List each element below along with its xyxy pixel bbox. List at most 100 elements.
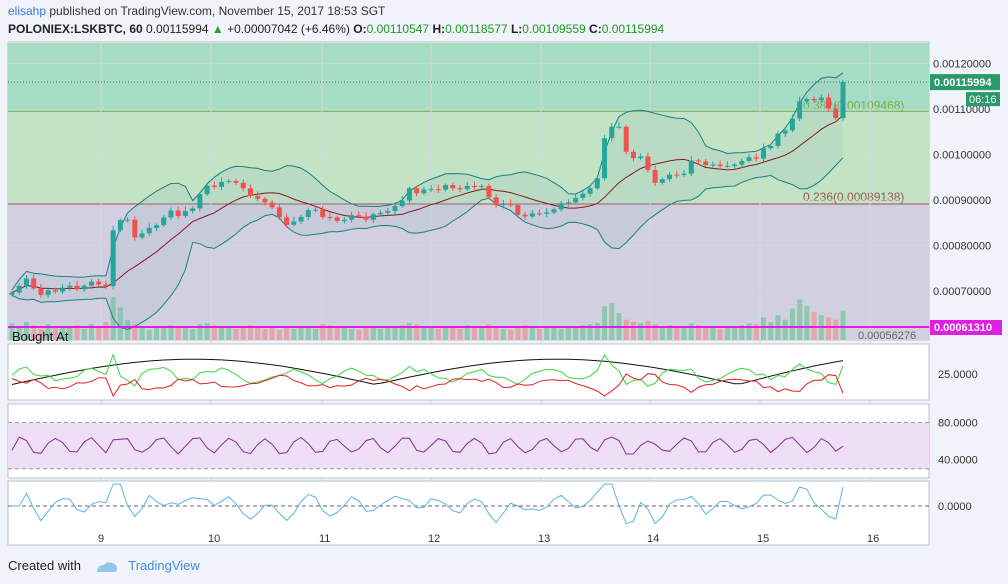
y-tick-label: 0.00120000 xyxy=(933,58,991,70)
volume-bar xyxy=(522,325,528,340)
candle-body xyxy=(450,185,456,189)
volume-bar xyxy=(23,322,29,340)
candle-body xyxy=(710,164,716,166)
candle-body xyxy=(421,189,427,194)
partial-price-label: 0.00056276 xyxy=(858,330,916,342)
volume-bar xyxy=(262,328,268,340)
minus-di-line xyxy=(11,373,844,398)
candle-body xyxy=(175,210,181,217)
volume-bar xyxy=(450,327,456,340)
volume-bar xyxy=(652,324,658,340)
candle-body xyxy=(688,160,694,174)
volume-bar xyxy=(746,323,752,340)
volume-bar xyxy=(74,325,80,340)
candle-body xyxy=(392,206,398,212)
y-tick-label: 0.00100000 xyxy=(933,150,991,162)
volume-bar xyxy=(724,326,730,340)
candle-body xyxy=(233,180,239,183)
candle-body xyxy=(284,217,290,225)
candle-body xyxy=(110,230,116,287)
open-label: O: xyxy=(353,22,367,36)
volume-bar xyxy=(428,327,434,340)
bought-at-tag xyxy=(930,320,1002,335)
candle-body xyxy=(182,211,188,217)
volume-bar xyxy=(154,327,160,340)
candle-body xyxy=(341,219,347,222)
author-link[interactable]: elisahp xyxy=(8,4,47,18)
candle-body xyxy=(761,148,767,159)
low-value: 0.00109559 xyxy=(522,22,586,36)
volume-bar xyxy=(363,327,369,340)
volume-bar xyxy=(753,324,759,340)
dmi-pane xyxy=(7,343,930,401)
x-tick-label: 15 xyxy=(757,533,769,545)
candle-body xyxy=(833,108,839,119)
candle-body xyxy=(703,161,709,166)
volume-bar xyxy=(797,299,803,340)
low-label: L: xyxy=(510,22,523,36)
volume-bar xyxy=(211,325,217,340)
candle-body xyxy=(537,213,543,215)
candle-body xyxy=(349,215,355,220)
candle-body xyxy=(31,278,37,289)
volume-bar xyxy=(580,325,586,340)
tradingview-brand[interactable]: TradingView xyxy=(128,558,200,573)
volume-bar xyxy=(826,317,832,340)
candle-body xyxy=(52,290,58,292)
candle-body xyxy=(695,160,701,162)
volume-bar xyxy=(38,328,44,340)
volume-bar xyxy=(435,328,441,340)
candle-body xyxy=(312,209,318,211)
volume-bar xyxy=(464,325,470,340)
candle-body xyxy=(486,185,492,198)
candle-body xyxy=(565,202,571,204)
candle-body xyxy=(190,208,196,212)
candle-body xyxy=(457,188,463,190)
candle-body xyxy=(262,198,268,203)
candle-body xyxy=(9,292,15,295)
volume-bar xyxy=(565,327,571,340)
volume-bar xyxy=(233,328,239,340)
volume-bar xyxy=(674,327,680,340)
volume-bar xyxy=(457,328,463,340)
candle-body xyxy=(493,197,499,206)
volume-bar xyxy=(226,327,232,340)
volume-bar xyxy=(840,310,846,340)
last-price-tag xyxy=(930,74,1000,91)
volume-bar xyxy=(717,328,723,340)
volume-bar xyxy=(406,323,412,340)
volume-bar xyxy=(515,327,521,340)
candle-body xyxy=(840,82,846,119)
footer: Created with TradingView xyxy=(8,558,200,574)
candle-body xyxy=(363,216,369,220)
volume-bar xyxy=(833,319,839,340)
candle-body xyxy=(674,174,680,176)
candle-body xyxy=(717,164,723,166)
volume-bar xyxy=(638,323,644,340)
volume-bar xyxy=(269,326,275,340)
candle-body xyxy=(652,170,658,183)
volume-bar xyxy=(219,326,225,340)
publish-info: elisahp published on TradingView.com, No… xyxy=(8,4,385,18)
volume-bar xyxy=(52,326,58,340)
candle-body xyxy=(616,126,622,128)
candle-body xyxy=(74,285,80,290)
volume-bar xyxy=(349,328,355,340)
candle-body xyxy=(146,227,152,234)
volume-bar xyxy=(558,328,564,340)
candle-body xyxy=(139,233,145,238)
volume-bar xyxy=(544,327,550,340)
candle-body xyxy=(732,164,738,166)
candle-body xyxy=(464,185,470,190)
volume-bar xyxy=(804,306,810,340)
candle-body xyxy=(508,203,514,206)
candle-body xyxy=(125,219,131,221)
volume-bar xyxy=(385,327,391,340)
volume-bar xyxy=(312,328,318,340)
candle-body xyxy=(443,185,449,190)
candle-body xyxy=(753,157,759,159)
candle-body xyxy=(630,151,636,159)
candle-body xyxy=(602,138,608,179)
rsi-band xyxy=(8,422,929,469)
